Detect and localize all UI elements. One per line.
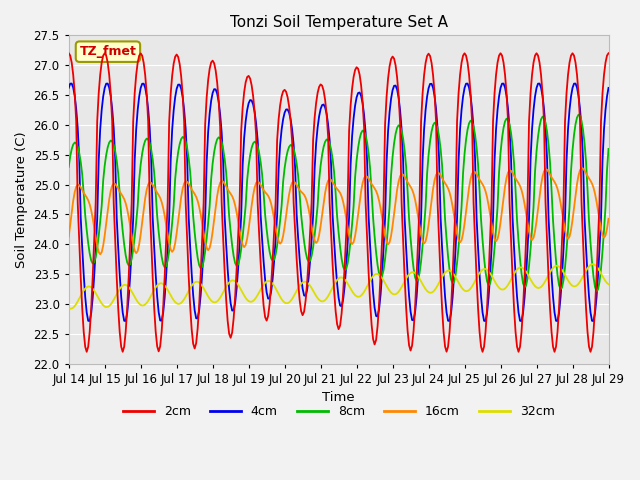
Legend: 2cm, 4cm, 8cm, 16cm, 32cm: 2cm, 4cm, 8cm, 16cm, 32cm: [118, 400, 559, 423]
Y-axis label: Soil Temperature (C): Soil Temperature (C): [15, 131, 28, 268]
Text: TZ_fmet: TZ_fmet: [79, 45, 136, 58]
X-axis label: Time: Time: [323, 391, 355, 404]
Title: Tonzi Soil Temperature Set A: Tonzi Soil Temperature Set A: [230, 15, 447, 30]
